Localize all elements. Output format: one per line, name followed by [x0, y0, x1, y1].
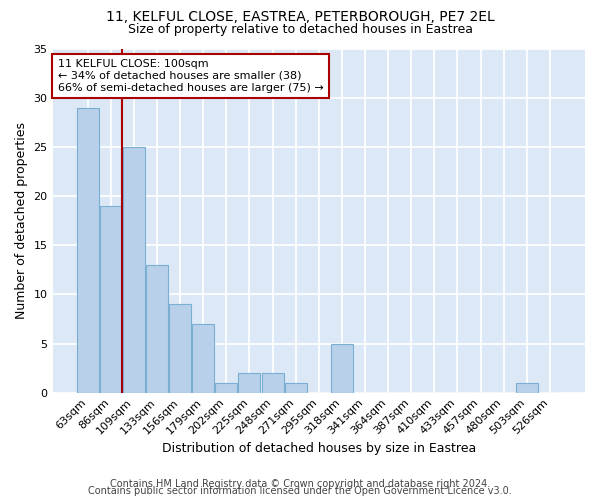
Text: Size of property relative to detached houses in Eastrea: Size of property relative to detached ho… — [128, 22, 473, 36]
Text: 11 KELFUL CLOSE: 100sqm
← 34% of detached houses are smaller (38)
66% of semi-de: 11 KELFUL CLOSE: 100sqm ← 34% of detache… — [58, 60, 323, 92]
Text: Contains public sector information licensed under the Open Government Licence v3: Contains public sector information licen… — [88, 486, 512, 496]
Bar — [77, 108, 98, 393]
Bar — [192, 324, 214, 392]
Y-axis label: Number of detached properties: Number of detached properties — [15, 122, 28, 320]
Bar — [284, 383, 307, 392]
X-axis label: Distribution of detached houses by size in Eastrea: Distribution of detached houses by size … — [161, 442, 476, 455]
Bar — [169, 304, 191, 392]
Bar — [123, 147, 145, 392]
Bar — [215, 383, 238, 392]
Bar — [100, 206, 122, 392]
Bar — [262, 373, 284, 392]
Bar — [516, 383, 538, 392]
Bar — [238, 373, 260, 392]
Text: 11, KELFUL CLOSE, EASTREA, PETERBOROUGH, PE7 2EL: 11, KELFUL CLOSE, EASTREA, PETERBOROUGH,… — [106, 10, 494, 24]
Bar — [331, 344, 353, 392]
Text: Contains HM Land Registry data © Crown copyright and database right 2024.: Contains HM Land Registry data © Crown c… — [110, 479, 490, 489]
Bar — [146, 265, 168, 392]
